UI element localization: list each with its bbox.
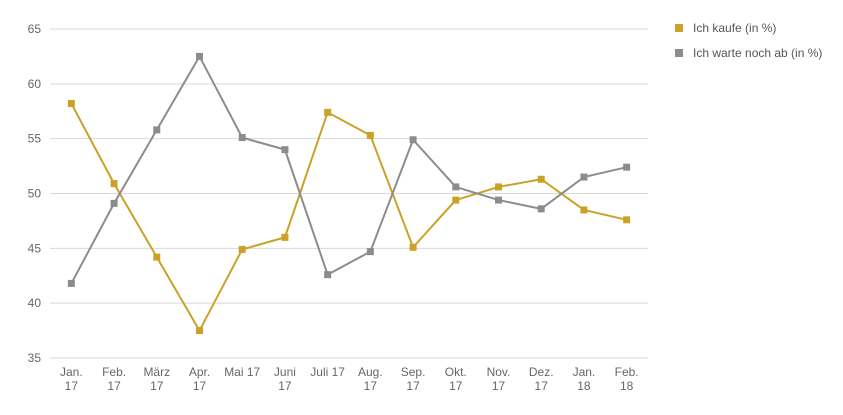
legend-item-ich-kaufe: Ich kaufe (in %) bbox=[675, 20, 822, 36]
legend-swatch-ich-warte bbox=[675, 49, 683, 57]
x-tick-label-9: Okt. 17 bbox=[445, 365, 467, 393]
point-s0-12 bbox=[580, 206, 588, 214]
point-s0-10 bbox=[495, 183, 502, 191]
point-s1-9 bbox=[452, 183, 460, 191]
point-s0-4 bbox=[238, 245, 246, 253]
x-axis-ticks: Jan. 17 Feb. 17 März 17 Apr. 17 Mai 17 Juni 17 Juli… bbox=[60, 365, 639, 393]
point-s0-5 bbox=[281, 233, 289, 241]
point-s1-8 bbox=[409, 136, 417, 144]
point-s1-0 bbox=[67, 279, 75, 287]
point-s0-8 bbox=[409, 243, 417, 251]
point-s1-13 bbox=[623, 163, 631, 171]
point-s0-13 bbox=[623, 216, 631, 224]
point-s1-12 bbox=[580, 173, 588, 181]
legend-label-ich-kaufe: Ich kaufe (in %) bbox=[693, 21, 777, 35]
point-s1-2 bbox=[153, 126, 161, 134]
x-tick-label-4: Mai 17 bbox=[224, 365, 260, 379]
y-tick-label-65: 65 bbox=[28, 22, 42, 36]
point-s1-7 bbox=[366, 248, 374, 256]
x-tick-label-8: Sep. 17 bbox=[401, 365, 426, 393]
legend-label-ich-warte: Ich warte noch ab (in %) bbox=[693, 46, 823, 60]
series-lines bbox=[67, 52, 631, 335]
y-tick-label-45: 45 bbox=[28, 241, 42, 255]
point-s1-4 bbox=[238, 134, 246, 142]
y-axis-ticks: 35 40 45 50 55 60 65 bbox=[28, 22, 42, 365]
x-tick-label-2: März 17 bbox=[143, 365, 170, 393]
point-s0-0 bbox=[67, 100, 75, 108]
y-tick-label-60: 60 bbox=[28, 77, 42, 91]
x-tick-label-7: Aug. 17 bbox=[358, 365, 383, 393]
y-tick-label-55: 55 bbox=[28, 132, 42, 146]
legend: Ich kaufe (in %) Ich warte noch ab (in %… bbox=[675, 20, 822, 70]
point-s0-3 bbox=[196, 327, 203, 335]
x-tick-label-6: Juli 17 bbox=[310, 365, 345, 379]
point-s0-2 bbox=[153, 253, 161, 261]
x-tick-label-12: Jan. 18 bbox=[573, 365, 596, 393]
point-s1-10 bbox=[495, 196, 502, 204]
point-s1-11 bbox=[537, 205, 545, 213]
point-s1-3 bbox=[196, 52, 203, 60]
point-s1-1 bbox=[110, 199, 118, 207]
point-s0-1 bbox=[110, 180, 118, 188]
x-tick-label-3: Apr. 17 bbox=[189, 365, 210, 393]
point-s0-11 bbox=[537, 175, 545, 183]
legend-swatch-ich-kaufe bbox=[675, 24, 683, 32]
y-tick-label-35: 35 bbox=[28, 351, 42, 365]
x-tick-label-13: Feb. 18 bbox=[615, 365, 639, 393]
point-s0-6 bbox=[324, 108, 332, 116]
point-s0-9 bbox=[452, 196, 460, 204]
point-s1-5 bbox=[281, 146, 289, 154]
series-line-0 bbox=[70, 103, 627, 332]
legend-item-ich-warte: Ich warte noch ab (in %) bbox=[675, 45, 822, 61]
x-tick-label-11: Dez. 17 bbox=[529, 365, 554, 393]
x-tick-label-10: Nov. 17 bbox=[487, 365, 511, 393]
point-s0-7 bbox=[366, 131, 374, 139]
gridlines bbox=[50, 28, 648, 359]
x-tick-label-5: Juni 17 bbox=[274, 365, 296, 393]
y-tick-label-50: 50 bbox=[28, 187, 42, 201]
x-tick-label-0: Jan. 17 bbox=[60, 365, 83, 393]
x-tick-label-1: Feb. 17 bbox=[102, 365, 126, 393]
y-tick-label-40: 40 bbox=[28, 296, 42, 310]
point-s1-6 bbox=[324, 271, 332, 279]
series-line-1 bbox=[70, 55, 627, 284]
